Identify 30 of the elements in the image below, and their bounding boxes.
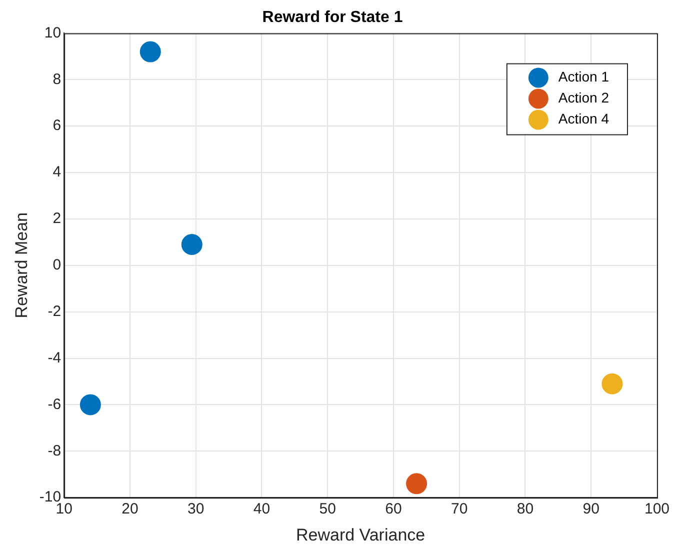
- legend-label: Action 4: [558, 110, 610, 127]
- point: [80, 394, 101, 416]
- x-axis-title: Reward Variance: [296, 525, 426, 544]
- x-tick-label: 40: [253, 500, 270, 518]
- x-tick-label: 100: [644, 500, 670, 518]
- x-tick-label: 70: [451, 500, 468, 518]
- y-tick-label: 4: [52, 164, 62, 181]
- y-tick-label: -2: [48, 302, 62, 320]
- x-tick-label: 80: [516, 500, 534, 518]
- point: [406, 473, 428, 494]
- y-tick-label: -6: [48, 396, 62, 413]
- y-tick-label: 10: [44, 24, 62, 42]
- x-tick-label: 60: [385, 500, 402, 518]
- y-tick-label: -4: [48, 349, 62, 366]
- x-tick-label: 30: [187, 500, 204, 518]
- legend-label: Action 2: [558, 90, 610, 106]
- point: [140, 41, 161, 62]
- x-tick-label: 20: [122, 500, 138, 518]
- y-axis-title: Reward Mean: [12, 212, 31, 318]
- y-tick-label: 6: [52, 117, 62, 134]
- legend-label: Action 1: [558, 68, 610, 85]
- chart-title: Reward for State 1: [262, 9, 403, 26]
- y-tick-label: -8: [48, 442, 62, 460]
- x-tick-label: 50: [319, 500, 336, 518]
- y-tick-label: 2: [52, 210, 62, 228]
- point: [602, 373, 623, 394]
- y-tick-label: 8: [52, 70, 62, 88]
- x-tick-label: 90: [582, 500, 600, 518]
- y-tick-label: 0: [52, 256, 62, 274]
- point: [181, 234, 202, 255]
